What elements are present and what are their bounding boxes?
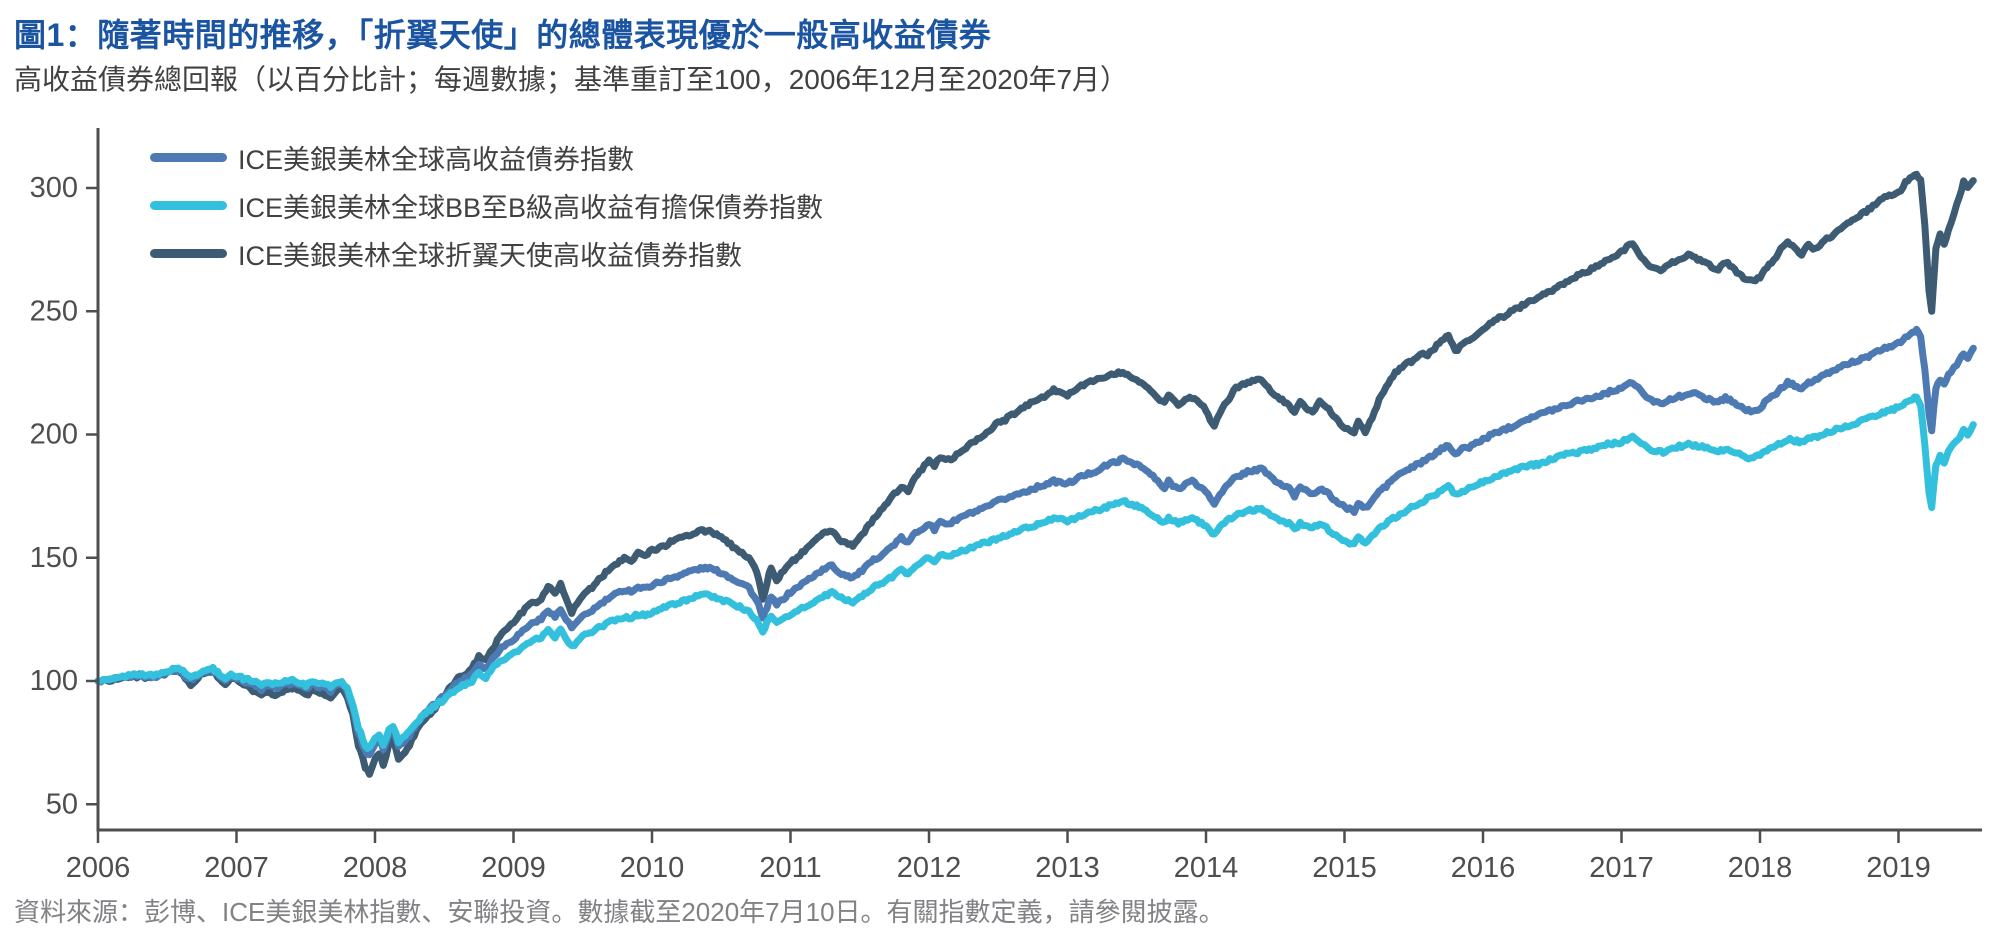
x-tick-label: 2007 [204, 852, 269, 884]
y-tick-label: 300 [30, 172, 78, 204]
y-tick-label: 250 [30, 295, 78, 327]
legend-item: ICE美銀美林全球折翼天使高收益債券指數 [150, 229, 823, 277]
x-tick-label: 2012 [897, 852, 962, 884]
legend-swatch [150, 248, 227, 258]
y-tick-label: 100 [30, 665, 78, 697]
legend-label: ICE美銀美林全球高收益債券指數 [238, 144, 635, 175]
series-lines [94, 170, 1977, 778]
y-tick-label: 150 [30, 542, 78, 574]
x-tick-label: 2018 [1728, 852, 1793, 884]
x-tick-label: 2017 [1589, 852, 1654, 884]
source-note: 資料來源：彭博、ICE美銀美林指數、安聯投資。數據截至2020年7月10日。有關… [14, 897, 1225, 927]
legend-swatch [150, 152, 227, 162]
x-tick-label: 2006 [66, 852, 131, 884]
series-line-0 [94, 325, 1977, 759]
x-tick-label: 2013 [1035, 852, 1100, 884]
x-tick-label: 2008 [343, 852, 408, 884]
x-tick-label: 2010 [620, 852, 685, 884]
chart-legend: ICE美銀美林全球高收益債券指數 ICE美銀美林全球BB至B級高收益有擔保債券指… [150, 133, 823, 277]
series-line-1 [94, 393, 1977, 752]
x-tick-label: 2009 [481, 852, 546, 884]
y-tick-label: 50 [46, 788, 78, 820]
x-tick-label: 2014 [1174, 852, 1239, 884]
x-tick-label: 2011 [759, 852, 821, 884]
legend-label: ICE美銀美林全球BB至B級高收益有擔保債券指數 [238, 192, 824, 223]
x-tick-label: 2016 [1451, 852, 1516, 884]
x-tick-label: 2019 [1866, 852, 1931, 884]
x-tick-label: 2015 [1312, 852, 1377, 884]
page-title: 圖1：隨著時間的推移，「折翼天使」的總體表現優於一般高收益債券 [14, 17, 992, 53]
chart-subtitle: 高收益債券總回報（以百分比計；每週數據；基準重訂至100，2006年12月至20… [14, 64, 1129, 95]
legend-item: ICE美銀美林全球BB至B級高收益有擔保債券指數 [150, 181, 823, 229]
legend-swatch [150, 200, 227, 210]
y-tick-label: 200 [30, 419, 78, 451]
legend-label: ICE美銀美林全球折翼天使高收益債券指數 [238, 240, 743, 271]
legend-item: ICE美銀美林全球高收益債券指數 [150, 133, 823, 181]
axes: 50 100 150 200 250 300 2006 2007 2008 2009 2010 201… [30, 128, 1982, 884]
